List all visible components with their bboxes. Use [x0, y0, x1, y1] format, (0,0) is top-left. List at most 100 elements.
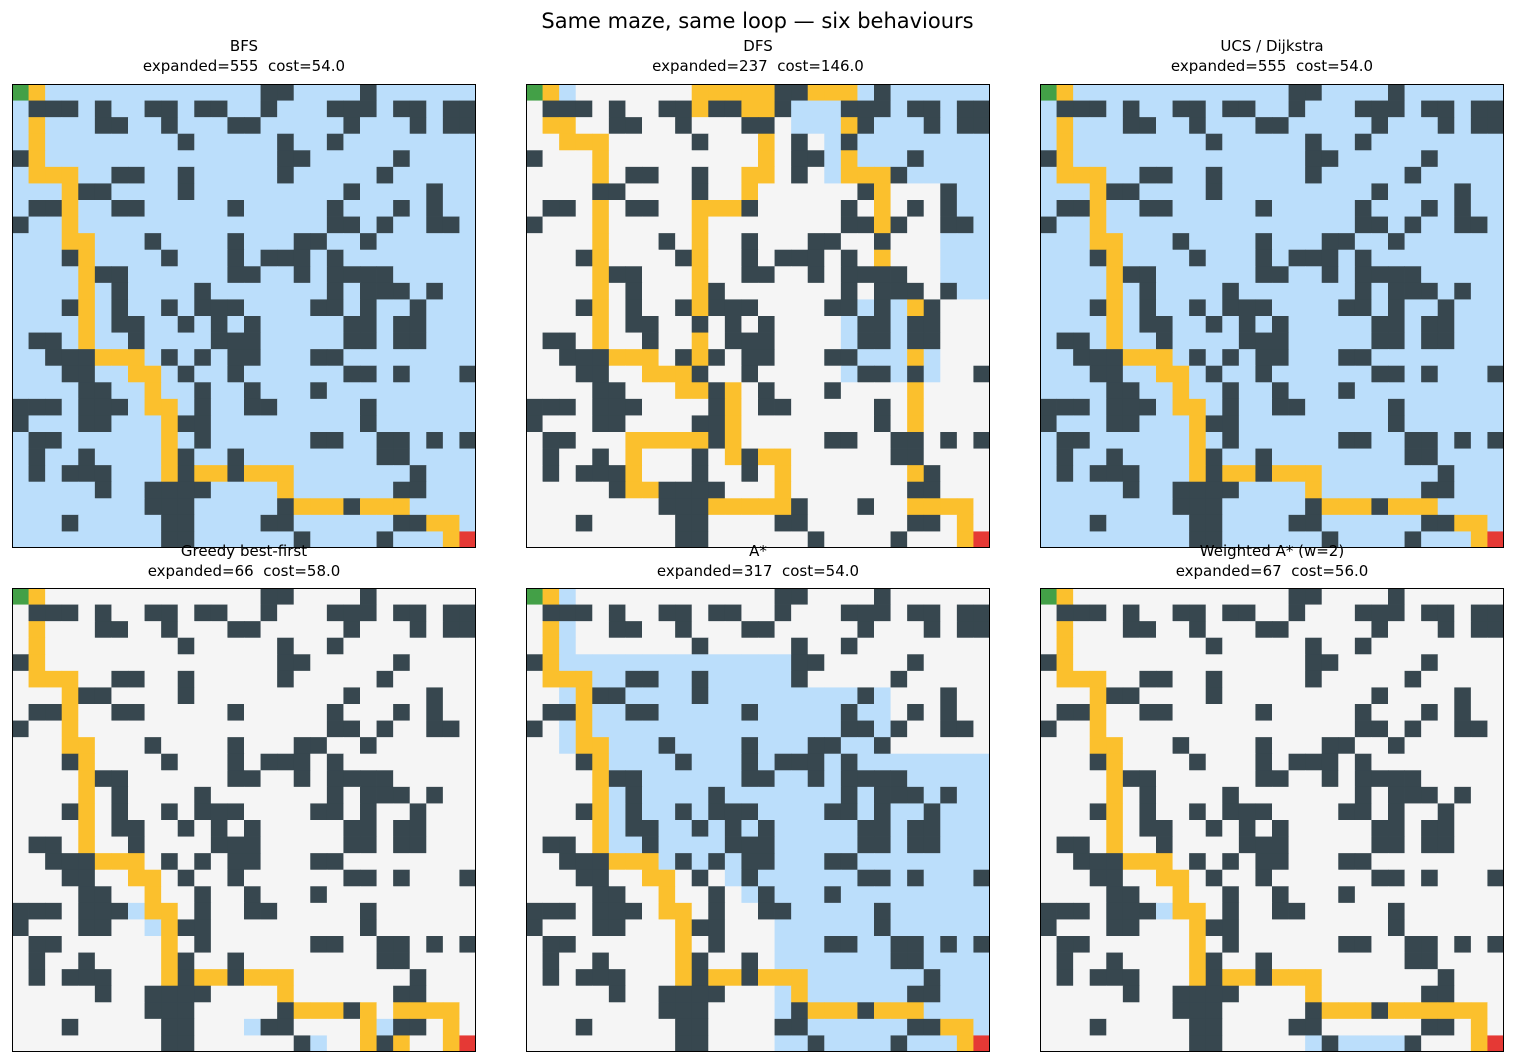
free-cell — [1106, 936, 1124, 953]
path-cell — [907, 349, 925, 367]
wall-cell — [194, 282, 212, 300]
free-cell — [1238, 869, 1256, 887]
wall-cell — [824, 737, 842, 755]
wall-cell — [1255, 249, 1273, 267]
wall-cell — [1238, 803, 1256, 821]
visited-cell — [1156, 498, 1173, 516]
visited-cell — [459, 332, 476, 350]
wall-cell — [658, 604, 676, 622]
free-cell — [1040, 770, 1057, 788]
visited-cell — [1106, 150, 1124, 168]
wall-cell — [144, 481, 162, 499]
wall-cell — [277, 249, 295, 267]
wall-cell — [1305, 637, 1323, 655]
free-cell — [45, 637, 63, 655]
free-cell — [310, 753, 328, 771]
wall-cell — [1106, 448, 1124, 466]
visited-cell — [807, 985, 825, 1003]
visited-cell — [1122, 133, 1140, 151]
free-cell — [161, 704, 179, 721]
visited-cell — [360, 531, 377, 548]
wall-cell — [1040, 919, 1057, 937]
free-cell — [210, 853, 228, 871]
free-cell — [1388, 853, 1405, 871]
free-cell — [61, 786, 79, 804]
path-cell — [1106, 316, 1124, 333]
path-cell — [1073, 670, 1091, 688]
path-cell — [61, 166, 79, 184]
visited-cell — [310, 531, 328, 548]
free-cell — [210, 786, 228, 804]
visited-cell — [1056, 316, 1074, 333]
free-cell — [774, 349, 792, 367]
free-cell — [1106, 1018, 1124, 1036]
visited-cell — [1487, 498, 1504, 516]
free-cell — [526, 481, 543, 499]
wall-cell — [625, 398, 643, 416]
free-cell — [1404, 853, 1422, 871]
free-cell — [144, 969, 162, 987]
free-cell — [774, 432, 792, 449]
free-cell — [144, 803, 162, 821]
wall-cell — [608, 985, 626, 1003]
free-cell — [1222, 820, 1240, 837]
free-cell — [857, 465, 875, 483]
free-cell — [1172, 637, 1190, 655]
free-cell — [426, 621, 444, 639]
free-cell — [658, 531, 676, 548]
visited-cell — [111, 498, 129, 516]
visited-cell — [840, 919, 858, 937]
wall-cell — [1106, 398, 1124, 416]
visited-cell — [890, 100, 908, 118]
maze-grid — [12, 84, 476, 548]
path-cell — [741, 100, 759, 118]
visited-cell — [310, 166, 328, 184]
free-cell — [1189, 770, 1207, 788]
free-cell — [210, 869, 228, 887]
wall-cell — [1255, 770, 1273, 788]
free-cell — [343, 886, 361, 904]
wall-cell — [1321, 737, 1339, 755]
visited-cell — [973, 133, 990, 151]
visited-cell — [326, 382, 344, 400]
visited-cell — [923, 886, 941, 904]
visited-cell — [293, 465, 311, 483]
visited-cell — [360, 432, 377, 449]
visited-cell — [1238, 531, 1256, 548]
free-cell — [161, 886, 179, 904]
wall-cell — [360, 398, 377, 416]
free-cell — [260, 786, 278, 804]
free-cell — [244, 985, 261, 1003]
visited-cell — [1056, 183, 1074, 201]
visited-cell — [973, 886, 990, 904]
free-cell — [293, 704, 311, 721]
free-cell — [61, 902, 79, 920]
free-cell — [459, 1002, 476, 1020]
wall-cell — [907, 936, 925, 953]
visited-cell — [1470, 365, 1488, 383]
visited-cell — [1122, 216, 1140, 234]
free-cell — [310, 604, 328, 622]
visited-cell — [194, 514, 212, 532]
free-cell — [61, 637, 79, 655]
free-cell — [1288, 803, 1306, 821]
visited-cell — [940, 902, 958, 920]
wall-cell — [28, 398, 46, 416]
free-cell — [1487, 654, 1504, 672]
wall-cell — [360, 770, 377, 788]
free-cell — [923, 183, 941, 201]
free-cell — [244, 936, 261, 953]
visited-cell — [874, 936, 891, 953]
wall-cell — [973, 432, 990, 449]
wall-cell — [691, 1002, 709, 1020]
visited-cell — [824, 100, 842, 118]
free-cell — [161, 720, 179, 738]
visited-cell — [1172, 84, 1190, 101]
free-cell — [658, 415, 676, 433]
free-cell — [559, 1035, 577, 1052]
visited-cell — [1487, 216, 1504, 234]
free-cell — [1437, 952, 1455, 970]
wall-cell — [1106, 902, 1124, 920]
wall-cell — [1437, 299, 1455, 317]
free-cell — [45, 820, 63, 837]
